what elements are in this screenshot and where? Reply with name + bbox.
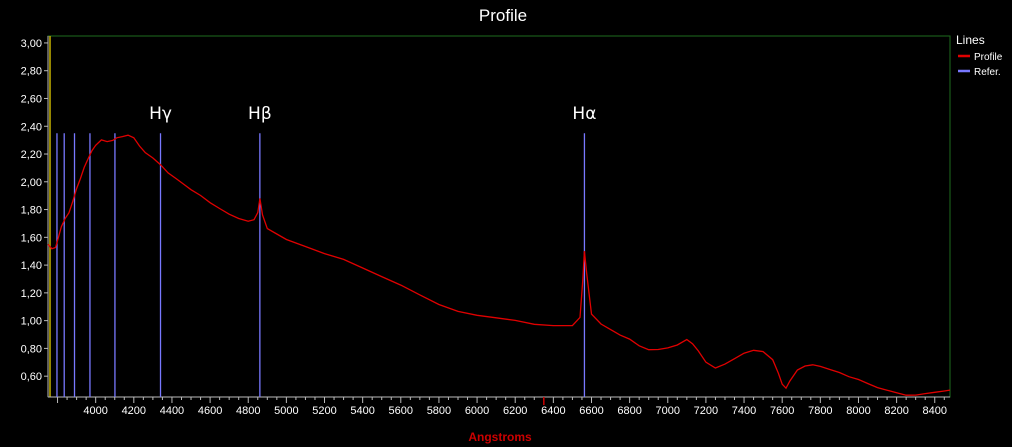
y-tick-label: 2,80 [21,66,42,78]
legend-label-reference: Refer. [974,67,1001,78]
x-tick-label: 4400 [160,405,184,417]
x-tick-label: 6000 [465,405,489,417]
y-tick-label: 2,20 [21,149,42,161]
x-axis-ticks: 4000 4200 4400 4600 4800 5000 5200 5400 5600 5800… [57,397,947,417]
line-annotations: Hγ Hβ Hα [149,104,596,124]
y-tick-label: 1,00 [21,316,42,328]
y-tick-label: 1,60 [21,232,42,244]
line-annotation-label: Hβ [248,104,272,124]
x-tick-label: 7600 [770,405,794,417]
x-tick-label: 4600 [198,405,222,417]
y-tick-label: 2,60 [21,93,42,105]
x-tick-label: 5200 [312,405,336,417]
y-tick-label: 1,80 [21,205,42,217]
line-annotation-label: Hα [572,104,596,124]
x-tick-label: 4800 [236,405,260,417]
x-tick-label: 4200 [122,405,146,417]
legend-label-profile: Profile [974,52,1003,63]
y-axis-ticks: 0,60 0,80 1,00 1,20 1,40 1,60 1,80 2,00 2,20 2,40… [21,38,48,383]
x-tick-label: 7400 [732,405,756,417]
y-tick-label: 0,80 [21,343,42,355]
y-tick-label: 2,00 [21,177,42,189]
x-tick-label: 6400 [541,405,565,417]
legend: Lines Profile Refer. [956,33,1003,78]
y-tick-label: 3,00 [21,38,42,50]
legend-title: Lines [956,33,985,47]
profile-series-line [47,134,951,396]
y-tick-label: 0,60 [21,371,42,383]
x-tick-label: 7000 [656,405,680,417]
x-tick-label: 7800 [808,405,832,417]
x-tick-label: 4000 [83,405,107,417]
y-tick-label: 2,40 [21,121,42,133]
x-tick-label: 8000 [846,405,870,417]
x-tick-label: 6200 [503,405,527,417]
x-axis-label: Angstroms [468,430,532,444]
x-tick-label: 5000 [274,405,298,417]
x-tick-label: 8400 [923,405,947,417]
x-tick-label: 5400 [350,405,374,417]
chart-title: Profile [479,6,527,25]
x-tick-label: 6600 [579,405,603,417]
y-tick-label: 1,40 [21,260,42,272]
x-tick-label: 5800 [427,405,451,417]
y-tick-label: 1,20 [21,288,42,300]
x-tick-label: 5600 [389,405,413,417]
line-annotation-label: Hγ [149,104,172,124]
x-tick-label: 7200 [694,405,718,417]
x-tick-label: 6800 [617,405,641,417]
plot-frame [47,35,951,398]
reference-lines [56,133,586,397]
x-tick-label: 8200 [884,405,908,417]
